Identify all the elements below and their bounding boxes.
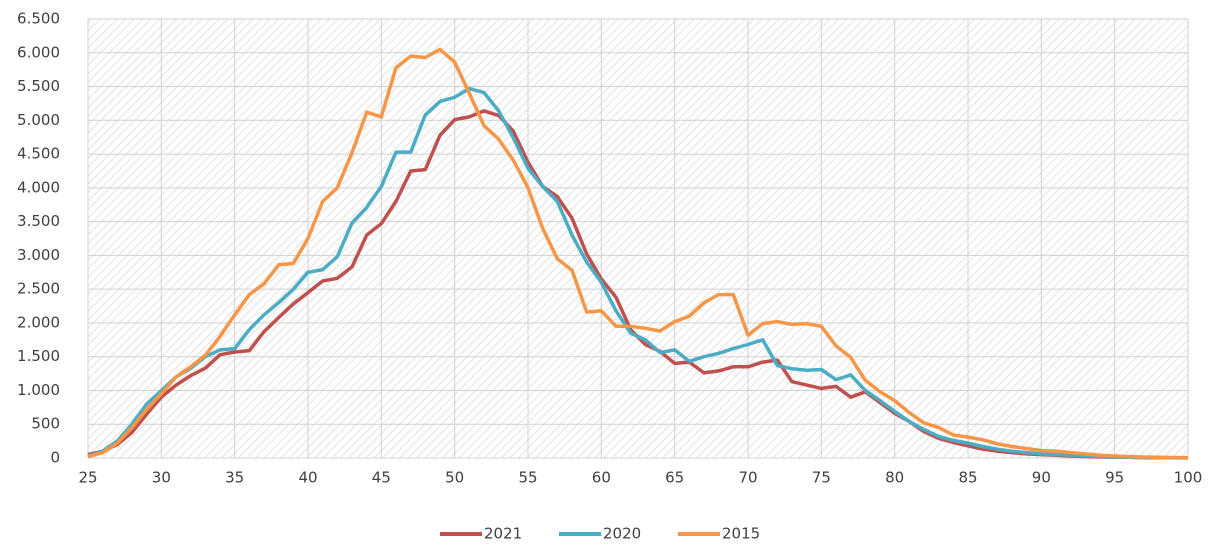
- y-tick-label: 2.000: [17, 313, 60, 331]
- x-tick-label: 35: [225, 469, 244, 487]
- data-line: [87, 47, 1189, 460]
- x-tick-label: 55: [518, 469, 537, 487]
- x-tick-label: 85: [958, 469, 977, 487]
- x-tick-label: 60: [592, 469, 611, 487]
- y-tick-label: 4.500: [17, 145, 60, 163]
- x-tick-label: 50: [445, 469, 464, 487]
- x-tick-label: 95: [1105, 469, 1124, 487]
- x-tick-label: 70: [738, 469, 757, 487]
- y-tick-label: 4.000: [17, 178, 60, 196]
- y-tick-label: 500: [31, 415, 60, 433]
- y-tick-label: 0: [50, 449, 60, 467]
- y-tick-label: 5.000: [17, 111, 60, 129]
- y-tick-label: 2.500: [17, 280, 60, 298]
- y-tick-label: 3.500: [17, 212, 60, 230]
- y-tick-label: 1.000: [17, 381, 60, 399]
- x-tick-label: 90: [1032, 469, 1051, 487]
- x-tick-label: 40: [298, 469, 317, 487]
- plot-area: [88, 19, 1188, 458]
- y-tick-label: 6.500: [17, 10, 60, 28]
- x-tick-label: 75: [812, 469, 831, 487]
- legend-label: 2020: [603, 525, 641, 543]
- y-tick-label: 3.000: [17, 246, 60, 264]
- data-line: [87, 86, 1189, 460]
- x-tick-label: 80: [885, 469, 904, 487]
- x-tick-label: 30: [152, 469, 171, 487]
- x-tick-label: 100: [1174, 469, 1203, 487]
- legend-label: 2015: [722, 525, 760, 543]
- legend-label: 2021: [484, 525, 522, 543]
- x-tick-label: 65: [665, 469, 684, 487]
- x-tick-label: 45: [372, 469, 391, 487]
- y-tick-label: 5.500: [17, 77, 60, 95]
- x-tick-label: 25: [78, 469, 97, 487]
- y-tick-label: 1.500: [17, 347, 60, 365]
- y-tick-label: 6.000: [17, 43, 60, 61]
